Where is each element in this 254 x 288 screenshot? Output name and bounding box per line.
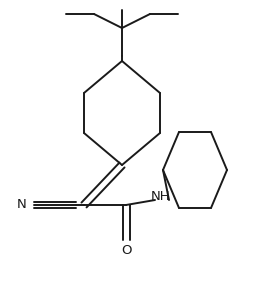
Text: NH: NH bbox=[151, 190, 171, 204]
Text: O: O bbox=[121, 243, 131, 257]
Text: N: N bbox=[17, 198, 27, 211]
